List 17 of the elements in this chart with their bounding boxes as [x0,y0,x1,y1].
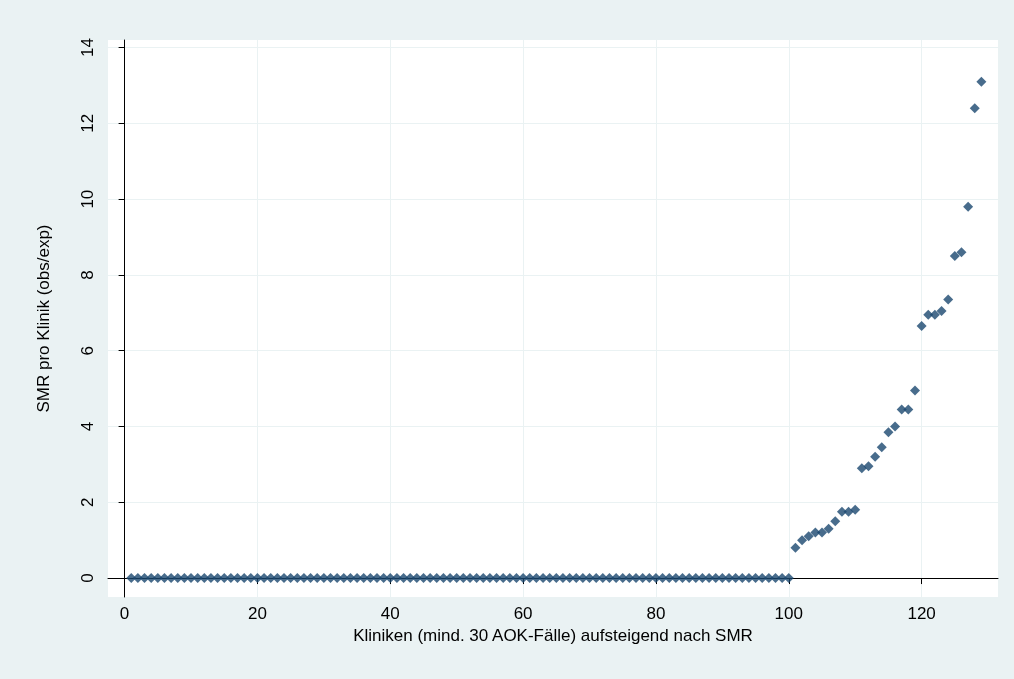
y-tick-label: 0 [78,573,97,583]
y-tick-label: 4 [78,421,97,432]
y-tick-label: 6 [78,345,97,356]
x-tick-label: 120 [907,604,936,623]
x-tick-label: 60 [513,604,533,623]
x-tick-label: 40 [380,604,400,623]
x-tick-label: 80 [646,604,666,623]
y-tick-label: 2 [78,497,97,508]
x-tick-label: 20 [247,604,267,623]
y-axis-title: SMR pro Klinik (obs/exp) [34,224,53,413]
x-tick-label: 0 [119,604,130,623]
y-tick-label: 8 [78,270,97,280]
y-tick-label: 14 [78,38,97,58]
x-tick-label: 100 [774,604,803,623]
x-axis-title: Kliniken (mind. 30 AOK-Fälle) aufsteigend nach SMR [353,625,753,645]
y-tick-label: 10 [78,189,97,209]
y-tick-label: 12 [78,113,97,133]
